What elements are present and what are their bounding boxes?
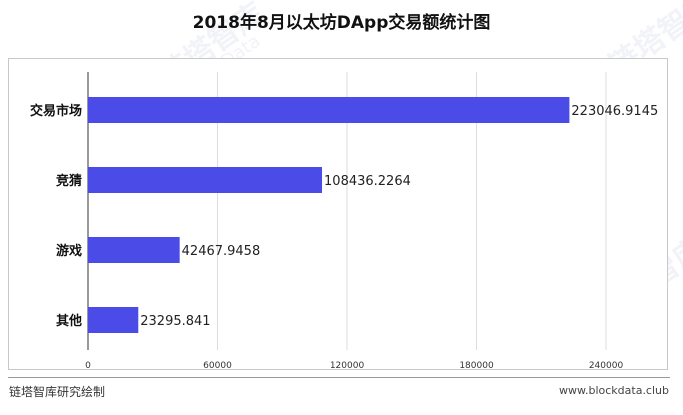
x-tick-label: 120000 xyxy=(330,361,365,371)
bar xyxy=(88,237,180,263)
x-tick-labels: 0 60000 120000 180000 240000 xyxy=(85,361,623,371)
x-tick-label: 180000 xyxy=(459,361,494,371)
footer-divider xyxy=(8,377,670,378)
category-label: 交易市场 xyxy=(30,103,82,119)
value-label: 223046.9145 xyxy=(571,104,658,119)
bar xyxy=(88,307,139,333)
bar xyxy=(88,97,570,123)
chart-title: 2018年8月以太坊DApp交易额统计图 xyxy=(192,13,491,33)
category-label: 其他 xyxy=(56,313,82,329)
value-label: 42467.9458 xyxy=(182,244,261,259)
value-label: 23295.841 xyxy=(140,314,210,329)
bars xyxy=(88,97,570,333)
x-tick-label: 60000 xyxy=(203,361,232,371)
x-tick-label: 240000 xyxy=(589,361,624,371)
footer-url[interactable]: www.blockdata.club xyxy=(559,384,669,397)
category-label: 竞猜 xyxy=(56,173,82,189)
footer-source: 链塔智库研究绘制 xyxy=(9,385,106,399)
value-label: 108436.2264 xyxy=(324,174,411,189)
x-tick-label: 0 xyxy=(85,361,91,371)
value-labels: 223046.9145 108436.2264 42467.9458 23295.84… xyxy=(140,104,658,329)
bar xyxy=(88,167,323,193)
category-label: 游戏 xyxy=(56,243,82,259)
